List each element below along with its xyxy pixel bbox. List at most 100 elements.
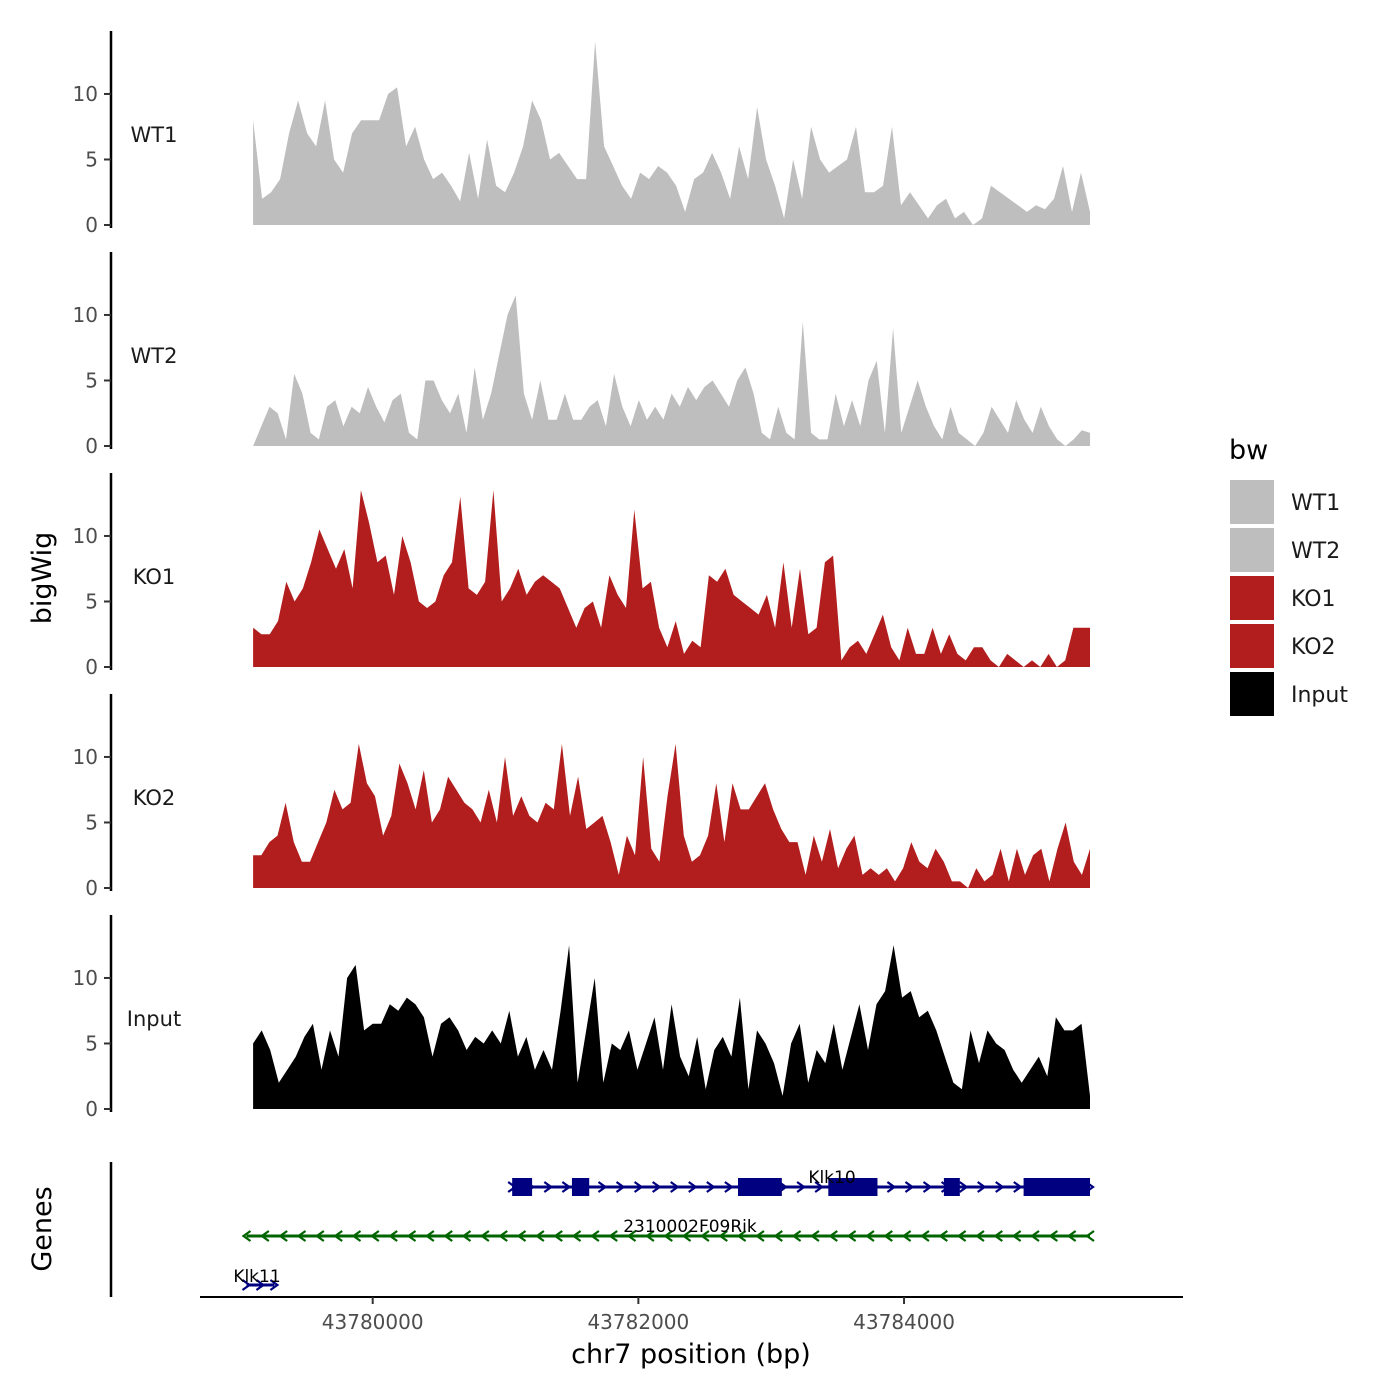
y-tick-label: 10: [73, 303, 98, 327]
strand-arrow: [791, 1230, 802, 1242]
gene-klk11: Klk11: [233, 1267, 281, 1291]
strand-arrow: [534, 1230, 545, 1242]
strand-arrow: [1066, 1230, 1077, 1242]
strand-arrow: [1048, 1230, 1058, 1242]
x-axis-title: chr7 position (bp): [571, 1339, 811, 1370]
strand-arrow: [773, 1230, 783, 1242]
strand-arrow: [406, 1230, 417, 1242]
y-tick-label: 5: [85, 589, 98, 613]
strand-arrow: [901, 1230, 912, 1242]
legend: bw WT1 WT2 KO1 KO2 Input: [1229, 435, 1348, 716]
strand-arrow: [706, 1181, 716, 1193]
track-label: WT1: [131, 123, 178, 147]
strand-arrow: [314, 1230, 325, 1242]
legend-swatch: [1230, 480, 1274, 524]
legend-item-wt2: WT2: [1230, 528, 1340, 572]
strand-arrow: [461, 1230, 472, 1242]
strand-arrow: [296, 1230, 307, 1242]
y-tick-label: 5: [85, 810, 98, 834]
strand-arrow: [1011, 1230, 1022, 1242]
strand-arrow: [424, 1230, 435, 1242]
strand-arrow: [543, 1181, 554, 1193]
strand-arrow: [443, 1230, 453, 1242]
strand-arrow: [718, 1230, 728, 1242]
y-tick-label: 10: [73, 524, 98, 548]
strand-arrow: [810, 1230, 820, 1242]
strand-arrow: [278, 1230, 288, 1242]
y-tick-label: 5: [85, 1031, 98, 1055]
strand-arrow: [883, 1230, 893, 1242]
gene-label: 2310002F09Rik: [623, 1217, 757, 1237]
strand-arrow: [688, 1181, 698, 1193]
track-wt1: 0 5 10 WT1: [73, 31, 1091, 237]
track-label: Input: [127, 1007, 181, 1031]
strand-arrow: [958, 1181, 969, 1193]
strand-arrow: [633, 1181, 644, 1193]
gene-models: Klk10 2310002F09Rik Klk11: [233, 1168, 1095, 1291]
y-tick-label: 5: [85, 368, 98, 392]
y-tick-label: 0: [85, 655, 98, 679]
legend-label: WT1: [1291, 491, 1340, 516]
legend-swatch: [1230, 528, 1274, 572]
y-tick-label: 0: [85, 434, 98, 458]
strand-arrow: [796, 1181, 806, 1193]
track-wt2: 0 5 10 WT2: [73, 252, 1091, 458]
strand-arrow: [571, 1230, 582, 1242]
legend-label: KO2: [1291, 635, 1336, 660]
y-tick-label: 10: [73, 745, 98, 769]
strand-arrow: [269, 1279, 280, 1291]
genes-axis-title: Genes: [27, 1186, 58, 1271]
exon: [737, 1178, 782, 1196]
coverage-area-wt2: [253, 295, 1091, 446]
track-input: 0 5 10 Input: [73, 915, 1091, 1121]
gene-klk10: Klk10: [507, 1168, 1095, 1196]
strand-arrow: [615, 1181, 626, 1193]
strand-arrow: [1030, 1230, 1040, 1242]
y-tick-label: 5: [85, 147, 98, 171]
legend-label: WT2: [1291, 539, 1340, 564]
strand-arrow: [736, 1230, 747, 1242]
strand-arrow: [995, 1181, 1005, 1193]
x-axis-ticks: 43780000 43782000 43784000: [322, 1297, 955, 1334]
legend-item-ko1: KO1: [1230, 576, 1336, 620]
strand-arrow: [645, 1230, 655, 1242]
strand-arrow: [590, 1230, 600, 1242]
x-tick-label: 43780000: [322, 1310, 424, 1334]
coverage-area-wt1: [253, 41, 1091, 225]
legend-label: KO1: [1291, 587, 1336, 612]
coverage-area-ko2: [253, 743, 1091, 888]
exon: [512, 1178, 533, 1196]
strand-arrow: [626, 1230, 637, 1242]
strand-arrow: [814, 1181, 825, 1193]
strand-arrow: [255, 1279, 266, 1291]
strand-arrow: [886, 1181, 897, 1193]
x-tick-label: 43782000: [587, 1310, 689, 1334]
legend-item-input: Input: [1230, 672, 1348, 716]
y-axis-title: bigWig: [27, 532, 58, 625]
gene-label: Klk11: [233, 1267, 280, 1287]
strand-arrow: [938, 1230, 948, 1242]
exon: [571, 1178, 590, 1196]
strand-arrow: [865, 1230, 875, 1242]
strand-arrow: [993, 1230, 1003, 1242]
legend-swatch: [1230, 576, 1274, 620]
strand-arrow: [553, 1230, 563, 1242]
gene-2310002f09rik: 2310002F09Rik: [241, 1217, 1095, 1242]
strand-arrow: [681, 1230, 692, 1242]
strand-arrow: [1085, 1230, 1095, 1242]
x-tick-label: 43784000: [853, 1310, 955, 1334]
coverage-area-ko1: [253, 490, 1091, 667]
strand-arrow: [351, 1230, 362, 1242]
strand-arrow: [1013, 1181, 1023, 1193]
track-label: WT2: [131, 344, 178, 368]
track-ko1: 0 5 10 KO1: [73, 473, 1091, 679]
strand-arrow: [956, 1230, 967, 1242]
legend-items: WT1 WT2 KO1 KO2 Input: [1230, 480, 1348, 716]
strand-arrow: [920, 1230, 930, 1242]
strand-arrow: [663, 1230, 673, 1242]
track-label: KO1: [133, 565, 176, 589]
strand-arrow: [922, 1181, 933, 1193]
legend-item-wt1: WT1: [1230, 480, 1340, 524]
strand-arrow: [724, 1181, 734, 1193]
